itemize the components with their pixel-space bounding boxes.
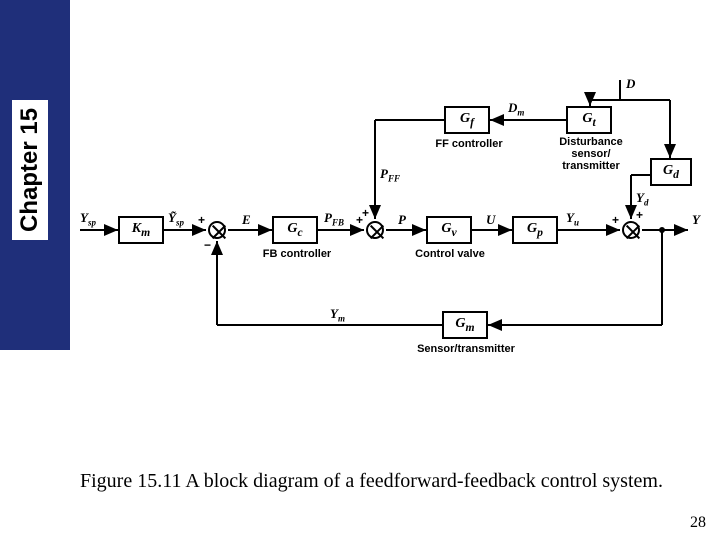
block-gv: Gv: [426, 216, 472, 244]
block-gt: Gt: [566, 106, 612, 134]
page-number: 28: [690, 514, 706, 532]
block-gf-label: Gf: [460, 111, 474, 129]
sig-u: U: [486, 212, 495, 228]
block-gm-label: Gm: [455, 316, 474, 334]
chapter-label: Chapter 15: [12, 100, 48, 240]
sig-p: P: [398, 212, 406, 228]
block-gm: Gm: [442, 311, 488, 339]
sum-p: [366, 221, 384, 239]
block-gv-label: Gv: [441, 221, 456, 239]
sig-dm: Dm: [508, 100, 524, 118]
sig-ym: Ym: [330, 306, 345, 324]
sum-p-plus2: +: [362, 206, 369, 220]
figure-caption: Figure 15.11 A block diagram of a feedfo…: [80, 470, 680, 493]
sig-ytilde: Ỹsp: [168, 210, 184, 228]
label-dist: Disturbancesensor/transmitter: [554, 136, 628, 172]
sum-y-plus1: +: [612, 213, 619, 227]
block-gd: Gd: [650, 158, 692, 186]
label-ff: FF controller: [432, 138, 506, 150]
block-gd-label: Gd: [663, 163, 679, 181]
block-gp-label: Gp: [527, 221, 543, 239]
sig-e: E: [242, 212, 251, 228]
block-diagram: Km Gc Gv Gp Gf Gt Gd Gm + − + + + + FB c…: [80, 80, 710, 380]
sig-pfb: PFB: [324, 210, 344, 228]
sig-yd: Yd: [636, 190, 648, 208]
sig-d: D: [626, 76, 635, 92]
sig-pff: PFF: [380, 166, 400, 184]
sum-error-minus: −: [204, 238, 211, 252]
block-km: Km: [118, 216, 164, 244]
label-sensor: Sensor/transmitter: [408, 343, 524, 355]
label-valve: Control valve: [412, 248, 488, 260]
label-fb: FB controller: [262, 248, 332, 260]
sum-y: [622, 221, 640, 239]
block-gc-label: Gc: [287, 221, 302, 239]
block-gt-label: Gt: [582, 111, 595, 129]
sum-y-plus2: +: [636, 208, 643, 222]
block-gp: Gp: [512, 216, 558, 244]
sig-ysp: Ysp: [80, 210, 96, 228]
block-gc: Gc: [272, 216, 318, 244]
block-gf: Gf: [444, 106, 490, 134]
sig-yu: Yu: [566, 210, 579, 228]
sum-error: [208, 221, 226, 239]
sum-error-plus: +: [198, 213, 205, 227]
block-km-label: Km: [132, 221, 150, 239]
sig-y: Y: [692, 212, 700, 228]
diagram-wires: [80, 80, 710, 380]
